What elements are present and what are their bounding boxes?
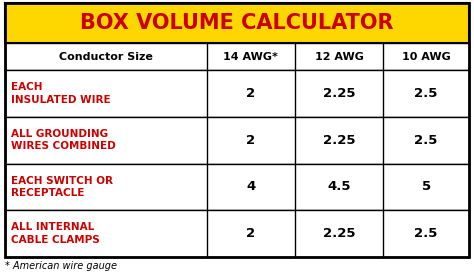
Text: EACH SWITCH OR
RECEPTACLE: EACH SWITCH OR RECEPTACLE [11, 176, 113, 198]
Text: 2.25: 2.25 [323, 227, 356, 240]
Bar [5, 3, 469, 43]
Text: BOX VOLUME CALCULATOR: BOX VOLUME CALCULATOR [80, 13, 394, 33]
Bar [5, 43, 469, 70]
Text: 5: 5 [421, 181, 431, 193]
Text: 14 AWG*: 14 AWG* [223, 52, 278, 62]
Text: 2.5: 2.5 [414, 227, 438, 240]
Text: 2.5: 2.5 [414, 134, 438, 147]
Text: * American wire gauge: * American wire gauge [5, 261, 117, 271]
Text: Conductor Size: Conductor Size [59, 52, 153, 62]
Bar [5, 117, 469, 163]
Bar [5, 163, 469, 210]
Text: 4: 4 [246, 181, 255, 193]
Bar [5, 70, 469, 117]
Text: 12 AWG: 12 AWG [315, 52, 364, 62]
Text: ALL GROUNDING
WIRES COMBINED: ALL GROUNDING WIRES COMBINED [11, 129, 116, 151]
Text: EACH
INSULATED WIRE: EACH INSULATED WIRE [11, 82, 110, 105]
Text: 2: 2 [246, 134, 255, 147]
Text: 4.5: 4.5 [328, 181, 351, 193]
Text: 10 AWG: 10 AWG [401, 52, 450, 62]
Text: 2: 2 [246, 227, 255, 240]
Text: 2: 2 [246, 87, 255, 100]
Text: 2.5: 2.5 [414, 87, 438, 100]
Bar [5, 210, 469, 257]
Text: 2.25: 2.25 [323, 87, 356, 100]
Text: ALL INTERNAL
CABLE CLAMPS: ALL INTERNAL CABLE CLAMPS [11, 222, 100, 245]
Text: 2.25: 2.25 [323, 134, 356, 147]
